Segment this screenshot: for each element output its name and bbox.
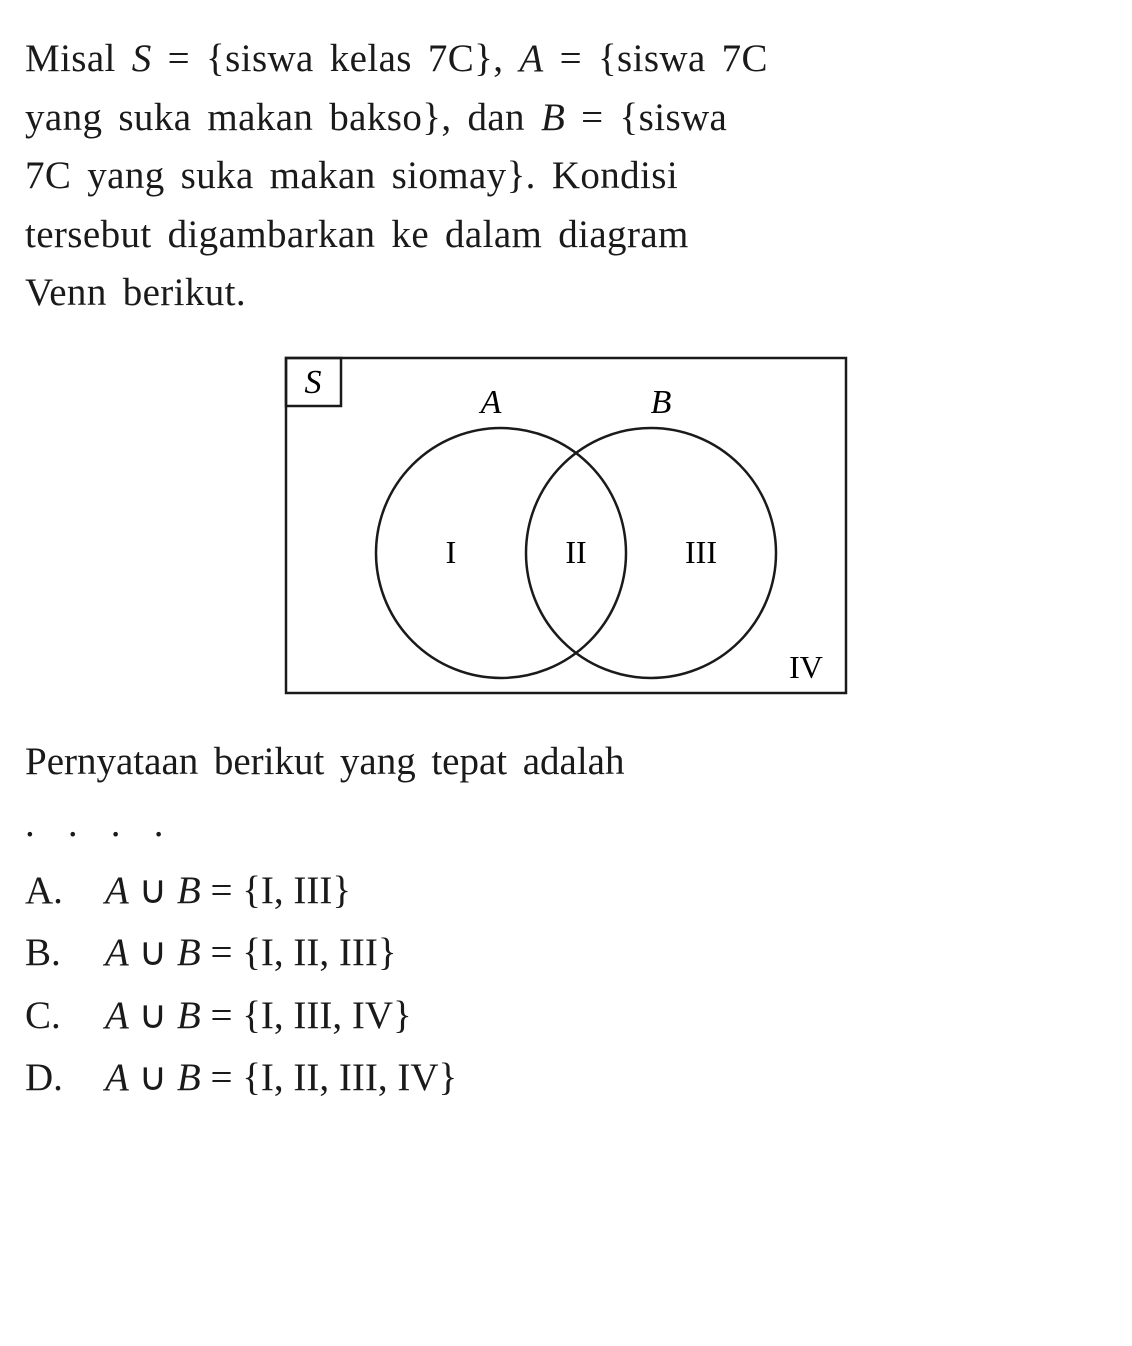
option-a-letter: A. bbox=[25, 861, 105, 921]
opt-b-var1: A bbox=[105, 931, 129, 974]
universal-set-rect bbox=[286, 358, 846, 693]
q-text-8: Venn berikut. bbox=[25, 271, 246, 314]
opt-d-union: ∪ bbox=[129, 1056, 177, 1099]
question-text: Misal S = {siswa kelas 7C}, A = {siswa 7… bbox=[25, 30, 1107, 323]
opt-a-var2: B bbox=[177, 869, 201, 912]
option-a-content: A ∪ B = {I, III} bbox=[105, 861, 351, 921]
venn-diagram-container: S A B I II III IV bbox=[25, 343, 1107, 708]
venn-diagram: S A B I II III IV bbox=[266, 343, 866, 708]
option-c-content: A ∪ B = {I, III, IV} bbox=[105, 986, 412, 1046]
opt-b-union: ∪ bbox=[129, 931, 177, 974]
q-text-1: Misal bbox=[25, 37, 132, 80]
opt-d-eq: = {I, II, III, IV} bbox=[201, 1056, 458, 1099]
region-2-label: II bbox=[565, 534, 586, 570]
circle-b bbox=[526, 428, 776, 678]
region-4-label: IV bbox=[789, 649, 823, 685]
opt-c-var1: A bbox=[105, 994, 129, 1037]
option-c: C. A ∪ B = {I, III, IV} bbox=[25, 986, 1107, 1046]
opt-c-eq: = {I, III, IV} bbox=[201, 994, 412, 1037]
opt-c-union: ∪ bbox=[129, 994, 177, 1037]
q-text-4: yang suka makan bakso}, dan bbox=[25, 96, 541, 139]
opt-a-var1: A bbox=[105, 869, 129, 912]
q-text-3: = {siswa 7C bbox=[544, 37, 768, 80]
option-d: D. A ∪ B = {I, II, III, IV} bbox=[25, 1048, 1107, 1108]
ellipsis-dots: . . . . bbox=[25, 801, 1107, 846]
circle-a-label: A bbox=[479, 384, 502, 421]
option-b: B. A ∪ B = {I, II, III} bbox=[25, 923, 1107, 983]
q-var-s: S bbox=[132, 37, 152, 80]
q-var-b: B bbox=[541, 96, 565, 139]
option-d-letter: D. bbox=[25, 1048, 105, 1108]
option-c-letter: C. bbox=[25, 986, 105, 1046]
option-a: A. A ∪ B = {I, III} bbox=[25, 861, 1107, 921]
options-list: A. A ∪ B = {I, III} B. A ∪ B = {I, II, I… bbox=[25, 861, 1107, 1109]
opt-b-var2: B bbox=[177, 931, 201, 974]
answer-prompt: Pernyataan berikut yang tepat adalah bbox=[25, 733, 1107, 792]
option-b-content: A ∪ B = {I, II, III} bbox=[105, 923, 397, 983]
option-b-letter: B. bbox=[25, 923, 105, 983]
opt-d-var2: B bbox=[177, 1056, 201, 1099]
circle-a bbox=[376, 428, 626, 678]
opt-a-union: ∪ bbox=[129, 869, 177, 912]
q-text-6: 7C yang suka makan siomay}. Kondisi bbox=[25, 154, 678, 197]
q-text-7: tersebut digambarkan ke dalam diagram bbox=[25, 213, 689, 256]
q-var-a: A bbox=[519, 37, 543, 80]
q-text-5: = {siswa bbox=[565, 96, 727, 139]
opt-b-eq: = {I, II, III} bbox=[201, 931, 397, 974]
opt-d-var1: A bbox=[105, 1056, 129, 1099]
universal-set-label: S bbox=[305, 364, 322, 401]
region-1-label: I bbox=[446, 534, 457, 570]
opt-c-var2: B bbox=[177, 994, 201, 1037]
opt-a-eq: = {I, III} bbox=[201, 869, 351, 912]
circle-b-label: B bbox=[651, 384, 672, 421]
region-3-label: III bbox=[685, 534, 717, 570]
option-d-content: A ∪ B = {I, II, III, IV} bbox=[105, 1048, 457, 1108]
q-text-2: = {siswa kelas 7C}, bbox=[152, 37, 520, 80]
